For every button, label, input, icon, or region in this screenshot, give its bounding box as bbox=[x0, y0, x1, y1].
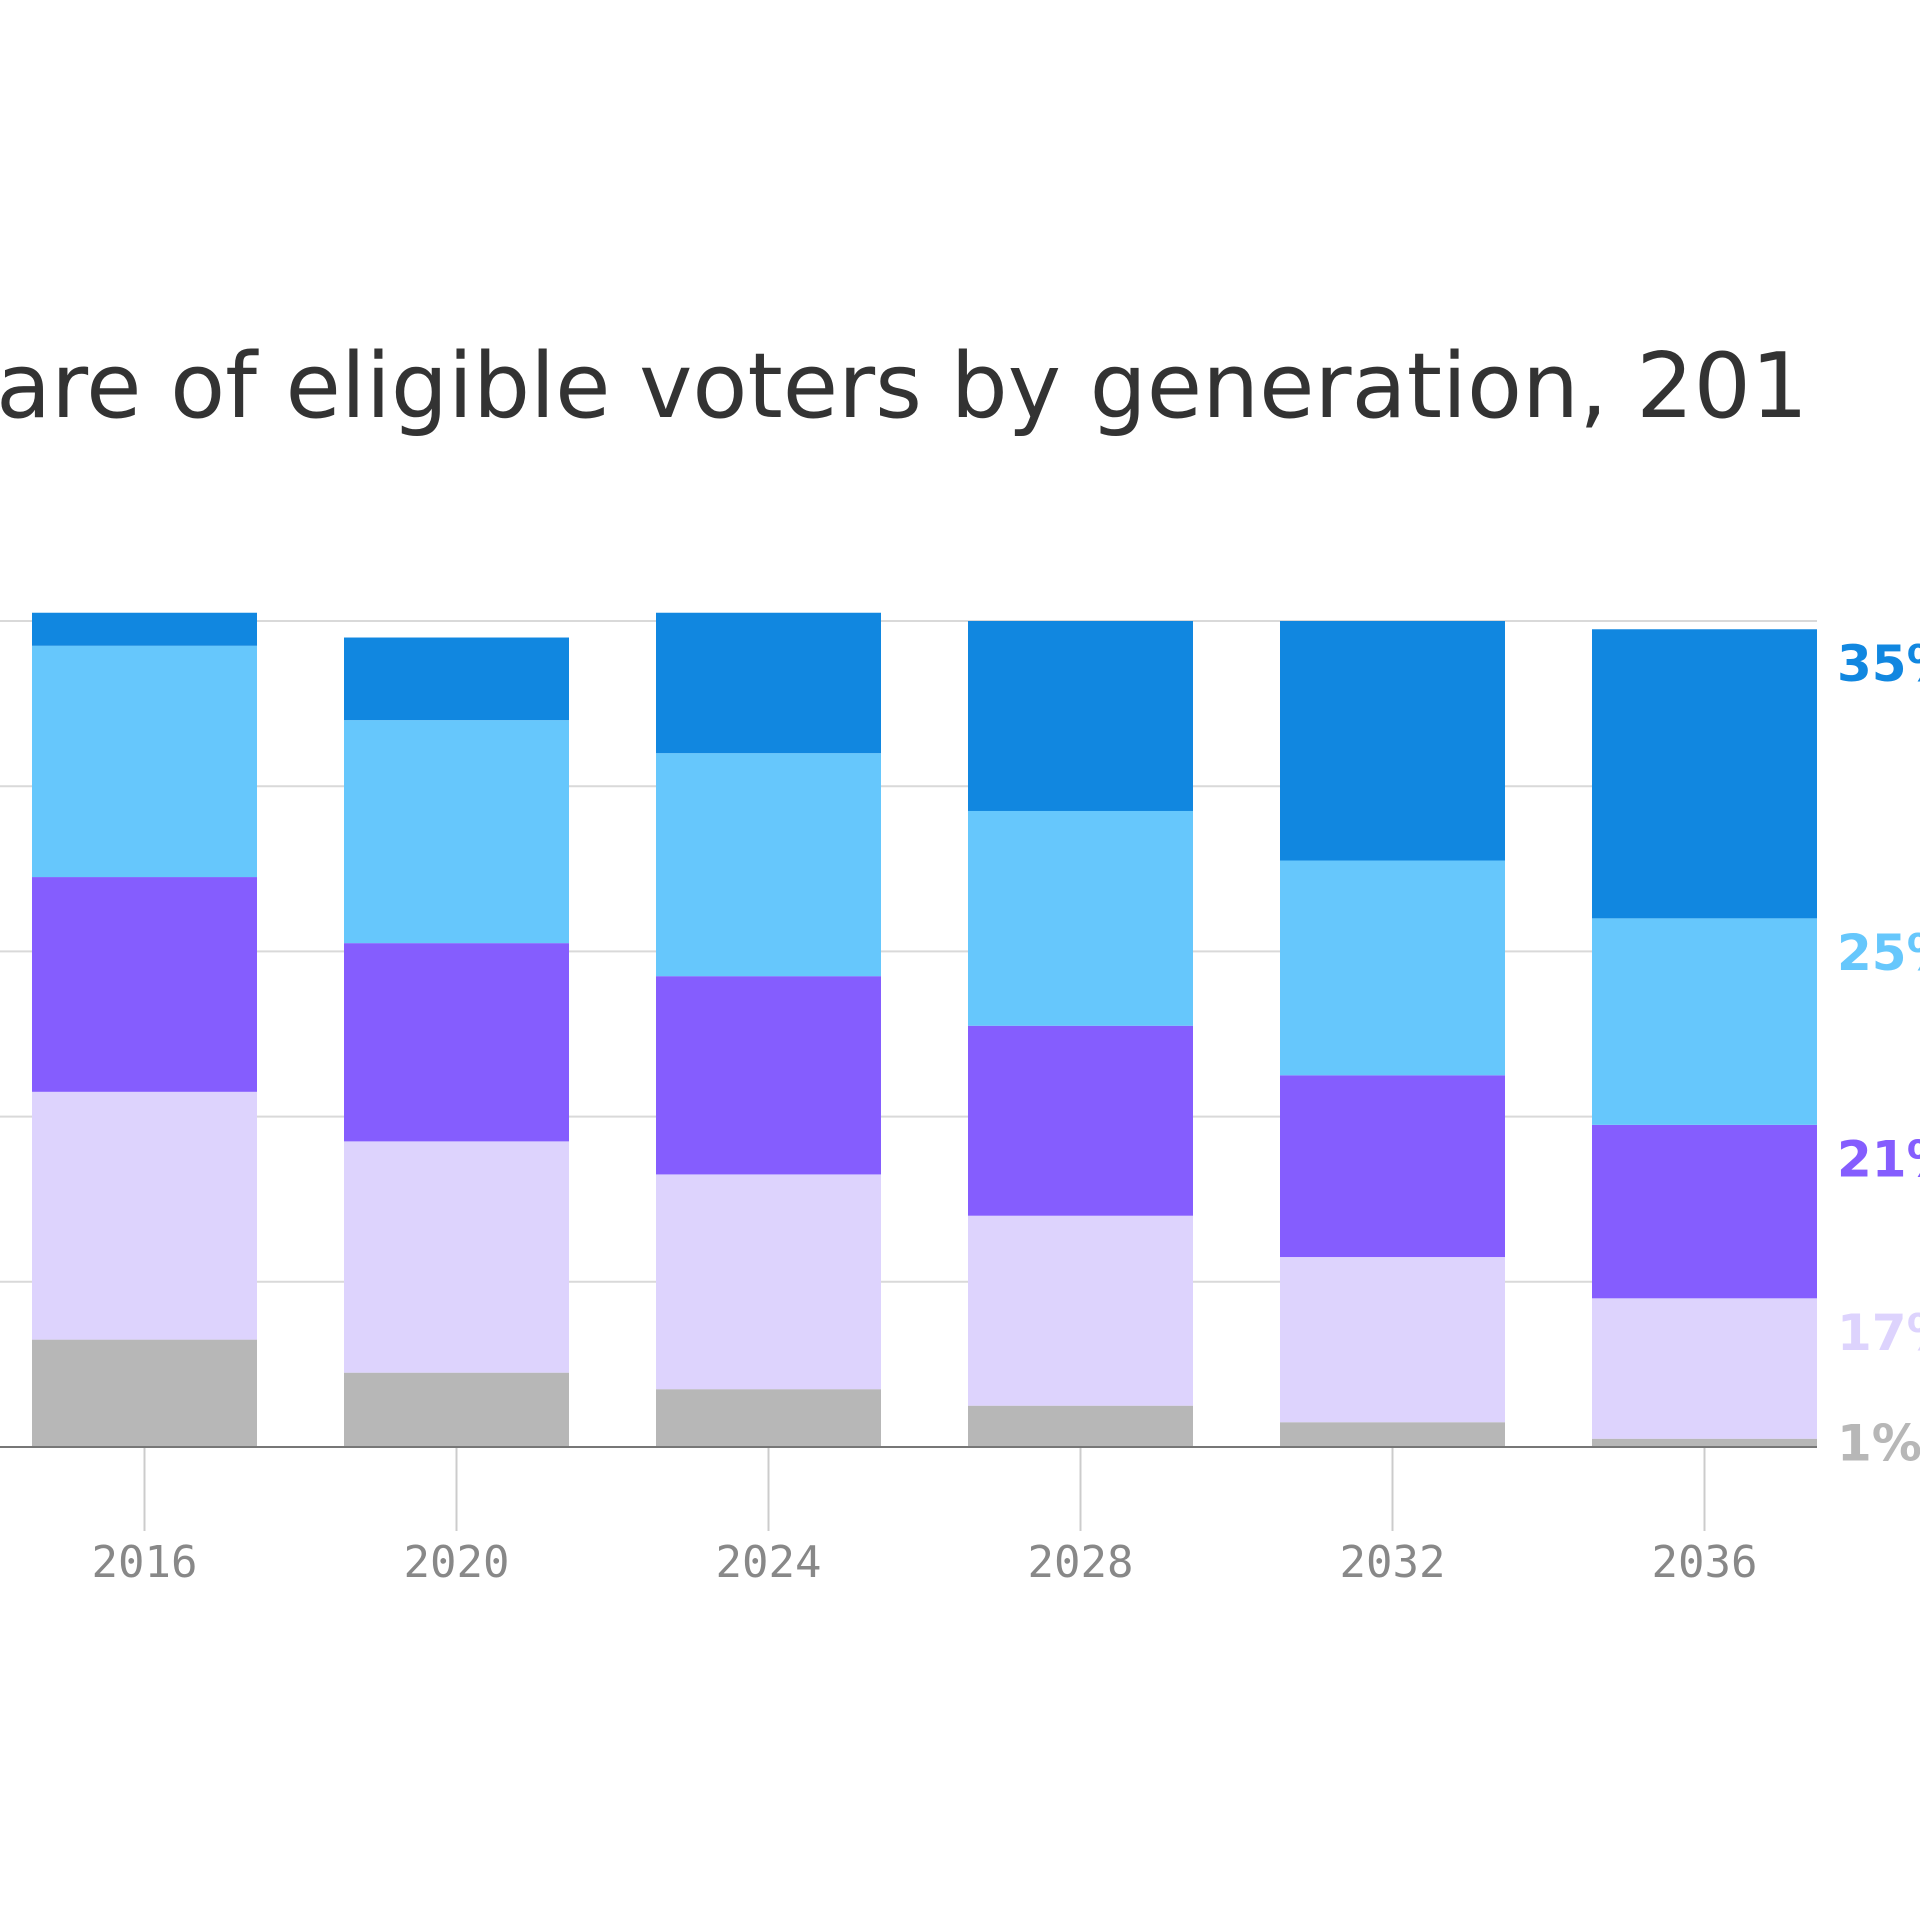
bar-segment bbox=[344, 943, 569, 1142]
end-label: 25% bbox=[1837, 924, 1920, 982]
x-tick-label: 2024 bbox=[716, 1537, 822, 1588]
bar-segment bbox=[656, 1174, 881, 1390]
bar-segment bbox=[1280, 1422, 1505, 1447]
end-label: 35% bbox=[1837, 635, 1920, 693]
bar-segment bbox=[344, 1141, 569, 1373]
bar-segment bbox=[1592, 918, 1817, 1125]
bar-segment bbox=[656, 976, 881, 1175]
bar-segment bbox=[656, 753, 881, 977]
bar-segment bbox=[1280, 860, 1505, 1076]
bar-segment bbox=[1280, 1257, 1505, 1423]
bar-segment bbox=[32, 1091, 257, 1340]
bar-segment bbox=[968, 1405, 1193, 1447]
bar-segment bbox=[968, 621, 1193, 811]
x-tick-label: 2016 bbox=[92, 1537, 198, 1588]
bar-segment bbox=[344, 637, 569, 721]
bar-segment bbox=[968, 1215, 1193, 1406]
bar-segment bbox=[1592, 1298, 1817, 1439]
bar-segment bbox=[968, 810, 1193, 1026]
bar-segment bbox=[344, 720, 569, 944]
x-tick-label: 2036 bbox=[1652, 1537, 1758, 1588]
x-tick-label: 2032 bbox=[1340, 1537, 1446, 1588]
bar-segment bbox=[32, 612, 257, 646]
bar-segment bbox=[344, 1372, 569, 1447]
bar-segment bbox=[656, 1389, 881, 1447]
end-label: 17% bbox=[1837, 1304, 1920, 1362]
bar-segment bbox=[1280, 1075, 1505, 1258]
bar-segment bbox=[32, 877, 257, 1092]
bar-segment bbox=[1592, 1438, 1817, 1447]
x-tick-label: 2020 bbox=[404, 1537, 510, 1588]
bar-segment bbox=[1280, 621, 1505, 861]
chart-title: are of eligible voters by generation, 20… bbox=[0, 334, 1808, 439]
end-label: 21% bbox=[1837, 1130, 1920, 1188]
x-tick-label: 2028 bbox=[1028, 1537, 1134, 1588]
bar-segment bbox=[1592, 629, 1817, 919]
bar-segment bbox=[32, 645, 257, 878]
bar-segment bbox=[1592, 1124, 1817, 1299]
end-label: 1% bbox=[1837, 1415, 1920, 1473]
bar-segment bbox=[968, 1025, 1193, 1216]
bar-segment bbox=[656, 612, 881, 754]
bar-segment bbox=[32, 1339, 257, 1447]
